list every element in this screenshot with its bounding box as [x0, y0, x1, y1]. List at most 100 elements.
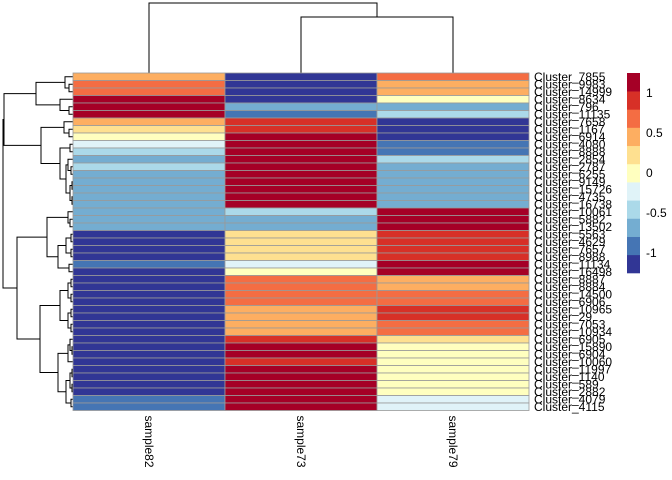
- dendrogram-branch: [35, 81, 65, 106]
- heatmap-cell: [72, 230, 226, 239]
- heatmap-cell: [72, 102, 226, 111]
- legend-swatch: [627, 109, 640, 128]
- dendrogram-branch: [68, 128, 73, 138]
- heatmap-cell: [72, 275, 226, 284]
- row-label: Cluster_4115: [534, 400, 605, 414]
- heatmap-cell: [376, 117, 530, 126]
- heatmap-cell: [72, 290, 226, 299]
- heatmap-cell: [224, 132, 378, 141]
- heatmap-cell: [376, 395, 530, 404]
- heatmap-cell: [224, 237, 378, 246]
- heatmap-cell: [224, 282, 378, 291]
- dendrogram-branch: [300, 16, 454, 73]
- legend-swatch: [627, 91, 640, 110]
- column-label: sample73: [294, 416, 308, 468]
- dendrogram-branch: [69, 218, 73, 228]
- heatmap-cell: [224, 162, 378, 171]
- heatmap-cell: [72, 357, 226, 366]
- row-label: Cluster_7855: [534, 70, 606, 84]
- dendrogram-branch: [148, 2, 378, 73]
- row-label: Cluster_1167: [534, 122, 605, 136]
- row-label: Cluster_6905: [534, 332, 606, 346]
- heatmap-cell: [224, 125, 378, 134]
- heatmap-cell: [376, 80, 530, 89]
- row-label: Cluster_9983: [534, 77, 606, 91]
- heatmap-cell: [224, 200, 378, 209]
- row-label: Cluster_1140: [534, 370, 605, 384]
- heatmap-cell: [376, 252, 530, 261]
- heatmap-cell: [72, 365, 226, 374]
- row-label: Cluster_2882: [534, 385, 606, 399]
- legend-tick-label: -1: [646, 246, 657, 260]
- row-label: Cluster_6904: [534, 347, 606, 361]
- heatmap-cells: [72, 72, 530, 411]
- heatmap-cell: [224, 320, 378, 329]
- heatmap-cell: [72, 222, 226, 231]
- heatmap-cell: [376, 282, 530, 291]
- heatmap-cell: [72, 177, 226, 186]
- row-label: Cluster_13502: [534, 220, 612, 234]
- legend-swatch: [627, 218, 640, 237]
- legend-swatch: [627, 182, 640, 201]
- heatmap-cell: [72, 132, 226, 141]
- heatmap-cell: [72, 170, 226, 179]
- heatmap-cell: [224, 102, 378, 111]
- heatmap-cell: [224, 95, 378, 104]
- heatmap-cell: [224, 117, 378, 126]
- heatmap-cell: [376, 170, 530, 179]
- heatmap-cell: [376, 267, 530, 276]
- heatmap-cell: [72, 252, 226, 261]
- heatmap-cell: [376, 147, 530, 156]
- legend-swatch: [627, 73, 640, 92]
- heatmap-cell: [224, 260, 378, 269]
- heatmap-cell: [224, 110, 378, 119]
- dendrogram-branch: [59, 290, 68, 321]
- heatmap-cell: [376, 95, 530, 104]
- heatmap-cell: [376, 357, 530, 366]
- heatmap-cell: [376, 290, 530, 299]
- heatmap-cell: [224, 215, 378, 224]
- heatmap-cell: [224, 230, 378, 239]
- heatmap-cell: [224, 72, 378, 81]
- legend-swatch: [627, 254, 640, 274]
- heatmap-cell: [224, 380, 378, 389]
- dendrogram-branch: [39, 305, 60, 374]
- heatmap-cell: [72, 380, 226, 389]
- heatmap-cell: [72, 320, 226, 329]
- heatmap-cell: [224, 185, 378, 194]
- heatmap-cell: [224, 155, 378, 164]
- heatmap-cell: [72, 185, 226, 194]
- heatmap-cell: [376, 207, 530, 216]
- row-label: Cluster_10965: [534, 302, 612, 316]
- column-labels: sample82 sample73 sample79: [142, 416, 460, 468]
- row-label: Cluster_10061: [534, 205, 612, 219]
- heatmap-cell: [376, 365, 530, 374]
- heatmap-cell: [376, 380, 530, 389]
- row-label: Cluster_8888: [534, 145, 606, 159]
- heatmap-cell: [224, 395, 378, 404]
- row-label: Cluster_2854: [534, 152, 606, 166]
- heatmap-cell: [224, 365, 378, 374]
- dendrogram-branch: [16, 236, 47, 340]
- heatmap-cell: [376, 312, 530, 321]
- row-label: Cluster_15726: [534, 182, 612, 196]
- dendrogram-branch: [3, 93, 41, 146]
- heatmap-cell: [376, 237, 530, 246]
- heatmap-cell: [224, 327, 378, 336]
- legend-swatch: [627, 200, 640, 219]
- heatmap-cell: [376, 320, 530, 329]
- legend-swatch: [627, 127, 640, 147]
- heatmap-cell: [72, 215, 226, 224]
- row-label: Cluster_4080: [534, 137, 606, 151]
- heatmap-cell: [224, 222, 378, 231]
- heatmap-cell: [72, 207, 226, 216]
- heatmap-cell: [376, 132, 530, 141]
- row-label: Cluster_14999: [534, 85, 612, 99]
- legend-swatch: [627, 236, 640, 256]
- row-label: Cluster_6914: [534, 130, 606, 144]
- row-label: Cluster_14500: [534, 287, 612, 301]
- heatmap-cell: [72, 260, 226, 269]
- row-label: Cluster_6255: [534, 167, 606, 181]
- heatmap-cell: [224, 267, 378, 276]
